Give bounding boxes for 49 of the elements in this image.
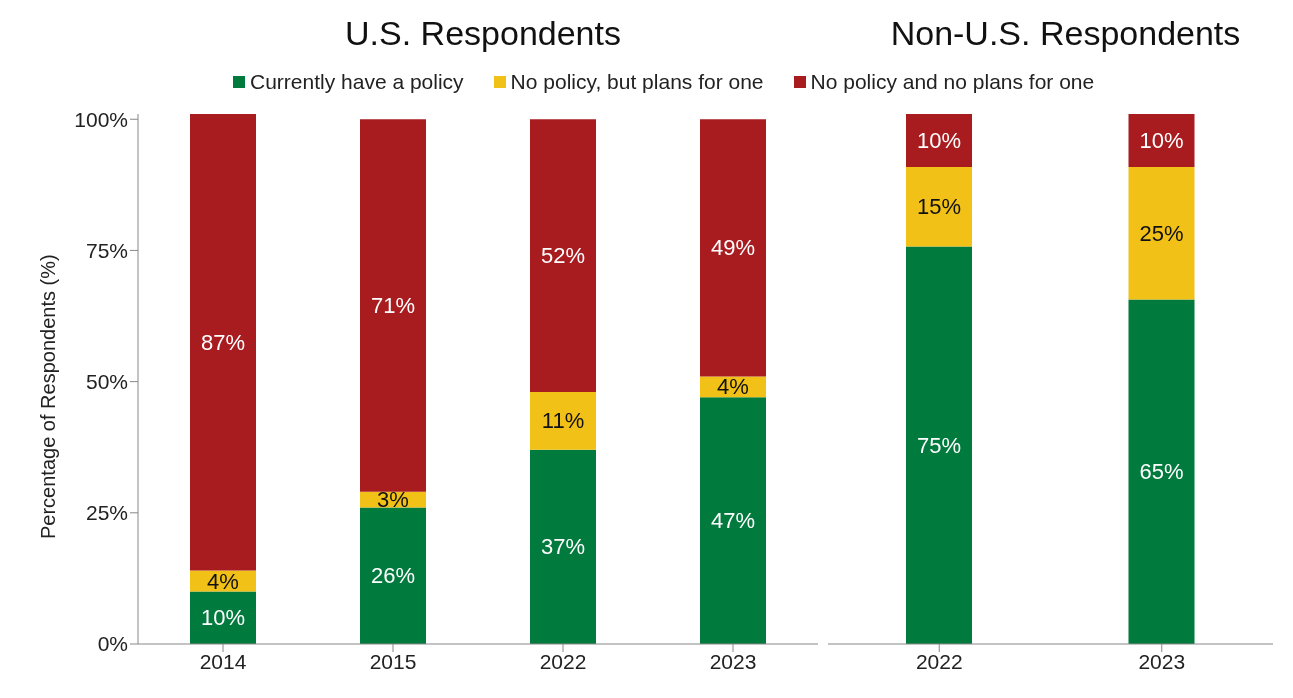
- x-tick-label: 2014: [199, 649, 247, 673]
- y-tick-label: 50%: [85, 370, 128, 394]
- data-label: 25%: [1139, 220, 1184, 246]
- bar: [906, 246, 972, 644]
- data-label: 37%: [540, 534, 586, 560]
- bar: [530, 119, 596, 393]
- bar: [1128, 114, 1195, 167]
- x-tick-label: 2015: [369, 649, 417, 673]
- y-tick-label: 0%: [97, 632, 128, 656]
- bar: [906, 167, 972, 247]
- bar: [906, 114, 972, 167]
- legend-label: Currently have a policy: [250, 70, 464, 94]
- data-label: 3%: [377, 487, 409, 513]
- x-tick-label: 2022: [915, 649, 963, 673]
- data-label: 26%: [370, 563, 416, 589]
- bar: [530, 449, 596, 644]
- y-tick-label: 25%: [85, 501, 128, 525]
- data-label: 75%: [916, 432, 962, 458]
- bar: [360, 507, 426, 644]
- data-label: 11%: [541, 408, 585, 434]
- data-label: 10%: [1139, 128, 1184, 153]
- bar: [530, 392, 596, 450]
- bar: [190, 114, 256, 571]
- bar: [700, 119, 766, 377]
- data-label: 47%: [710, 508, 756, 534]
- data-label: 87%: [200, 329, 246, 355]
- chart-title: Non-U.S. Respondents: [889, 13, 1242, 54]
- data-label: 52%: [540, 243, 586, 269]
- data-label: 71%: [370, 293, 416, 319]
- data-label: 49%: [710, 235, 756, 261]
- legend-label: No policy, but plans for one: [510, 70, 764, 94]
- x-tick-label: 2023: [1138, 649, 1186, 673]
- chart-title: U.S. Respondents: [344, 13, 622, 54]
- data-label: 65%: [1139, 459, 1184, 485]
- bar: [700, 397, 766, 644]
- y-tick-label: 75%: [85, 238, 128, 262]
- data-label: 10%: [200, 605, 246, 631]
- data-label: 4%: [207, 568, 239, 594]
- data-label: 15%: [916, 194, 962, 220]
- bar: [1128, 167, 1195, 300]
- bar: [360, 119, 426, 492]
- legend-label: No policy and no plans for one: [810, 70, 1095, 94]
- data-label: 4%: [717, 374, 749, 400]
- bar: [1128, 299, 1195, 644]
- y-axis-title: Percentage of Respondents (%): [37, 254, 60, 539]
- x-tick-label: 2022: [539, 649, 587, 673]
- data-label: 10%: [916, 128, 962, 153]
- x-tick-label: 2023: [709, 649, 757, 673]
- y-tick-label: 100%: [74, 107, 128, 131]
